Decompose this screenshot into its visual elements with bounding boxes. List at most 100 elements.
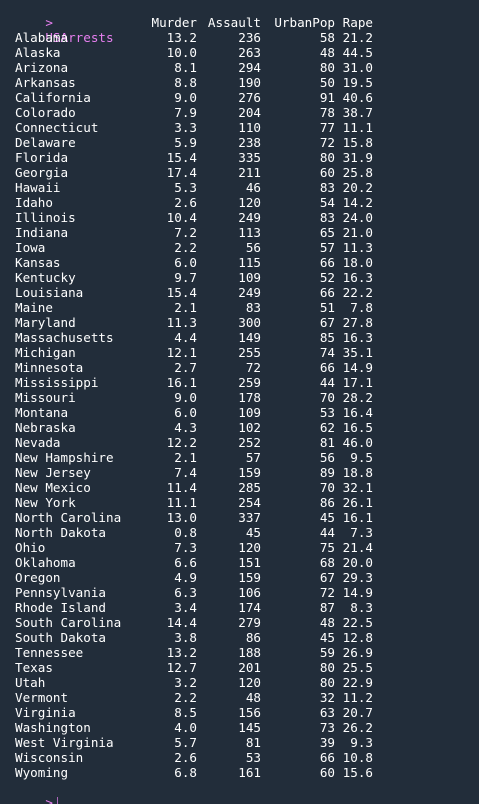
cell-murder: 8.5 xyxy=(174,705,197,720)
cell-assault: 335 xyxy=(238,150,261,165)
row-name: Nevada xyxy=(15,435,61,450)
cell-murder: 7.3 xyxy=(174,540,197,555)
cell-urbanpop: 74 xyxy=(319,345,335,360)
table-row: North Carolina 13.0 337 45 16.1 xyxy=(15,510,479,525)
cell-murder: 9.0 xyxy=(174,390,197,405)
cell-assault: 120 xyxy=(238,540,261,555)
cell-murder: 2.7 xyxy=(174,360,197,375)
input-line[interactable]: > xyxy=(15,780,479,804)
cell-assault: 285 xyxy=(238,480,261,495)
cell-urbanpop: 53 xyxy=(319,405,335,420)
cell-urbanpop: 56 xyxy=(319,450,335,465)
row-name: Ohio xyxy=(15,540,46,555)
row-name: Pennsylvania xyxy=(15,585,106,600)
cell-rape: 46.0 xyxy=(342,435,373,450)
cell-assault: 48 xyxy=(245,690,261,705)
cell-urbanpop: 70 xyxy=(319,480,335,495)
cell-assault: 188 xyxy=(238,645,261,660)
cell-murder: 5.3 xyxy=(174,180,197,195)
cell-rape: 26.2 xyxy=(342,720,373,735)
cell-urbanpop: 68 xyxy=(319,555,335,570)
cell-assault: 211 xyxy=(238,165,261,180)
row-name: South Dakota xyxy=(15,630,106,645)
cell-rape: 27.8 xyxy=(342,315,373,330)
row-name: Kentucky xyxy=(15,270,76,285)
row-name: Vermont xyxy=(15,690,69,705)
row-name: Tennessee xyxy=(15,645,84,660)
row-name: New Jersey xyxy=(15,465,91,480)
cell-murder: 3.2 xyxy=(174,675,197,690)
command-line: > USArrests xyxy=(15,0,479,45)
row-name: North Carolina xyxy=(15,510,122,525)
cell-murder: 2.6 xyxy=(174,750,197,765)
cell-urbanpop: 66 xyxy=(319,285,335,300)
row-name: Utah xyxy=(15,675,46,690)
cell-murder: 4.4 xyxy=(174,330,197,345)
cell-rape: 24.0 xyxy=(342,210,373,225)
cell-murder: 17.4 xyxy=(166,165,197,180)
cell-assault: 159 xyxy=(238,465,261,480)
cell-urbanpop: 75 xyxy=(319,540,335,555)
cell-urbanpop: 60 xyxy=(319,765,335,780)
cell-assault: 110 xyxy=(238,120,261,135)
cell-rape: 25.8 xyxy=(342,165,373,180)
cell-assault: 113 xyxy=(238,225,261,240)
cell-urbanpop: 48 xyxy=(319,45,335,60)
cell-rape: 35.1 xyxy=(342,345,373,360)
cell-murder: 14.4 xyxy=(166,615,197,630)
row-name: Kansas xyxy=(15,255,61,270)
cell-assault: 145 xyxy=(238,720,261,735)
cell-assault: 109 xyxy=(238,270,261,285)
cell-assault: 159 xyxy=(238,570,261,585)
row-name: Wisconsin xyxy=(15,750,84,765)
row-name: Rhode Island xyxy=(15,600,106,615)
row-name: Maine xyxy=(15,300,53,315)
cell-rape: 22.9 xyxy=(342,675,373,690)
cell-assault: 151 xyxy=(238,555,261,570)
cell-assault: 337 xyxy=(238,510,261,525)
cell-rape: 8.3 xyxy=(350,600,373,615)
cell-urbanpop: 67 xyxy=(319,570,335,585)
cell-murder: 13.2 xyxy=(166,645,197,660)
cell-murder: 6.0 xyxy=(174,255,197,270)
cell-rape: 20.0 xyxy=(342,555,373,570)
cell-rape: 25.5 xyxy=(342,660,373,675)
cell-urbanpop: 62 xyxy=(319,420,335,435)
table-row: Michigan 12.1 255 74 35.1 xyxy=(15,345,479,360)
cell-rape: 11.1 xyxy=(342,120,373,135)
cell-assault: 204 xyxy=(238,105,261,120)
table-row: Georgia 17.4 211 60 25.8 xyxy=(15,165,479,180)
cell-murder: 13.0 xyxy=(166,510,197,525)
row-name: Texas xyxy=(15,660,53,675)
row-name: Massachusetts xyxy=(15,330,114,345)
table-row: Connecticut 3.3 110 77 11.1 xyxy=(15,120,479,135)
cell-rape: 17.1 xyxy=(342,375,373,390)
cell-rape: 21.2 xyxy=(342,30,373,45)
cell-urbanpop: 66 xyxy=(319,255,335,270)
cell-rape: 14.2 xyxy=(342,195,373,210)
cell-rape: 15.6 xyxy=(342,765,373,780)
row-name: North Dakota xyxy=(15,525,106,540)
cell-rape: 40.6 xyxy=(342,90,373,105)
cell-rape: 7.3 xyxy=(350,525,373,540)
cell-urbanpop: 59 xyxy=(319,645,335,660)
table-row: Mississippi 16.1 259 44 17.1 xyxy=(15,375,479,390)
cell-assault: 201 xyxy=(238,660,261,675)
table-row: Wisconsin 2.6 53 66 10.8 xyxy=(15,750,479,765)
cell-rape: 15.8 xyxy=(342,135,373,150)
column-header-urbanpop: UrbanPop xyxy=(274,15,335,30)
cell-murder: 9.0 xyxy=(174,90,197,105)
row-name: Washington xyxy=(15,720,91,735)
table-row: Virginia 8.5 156 63 20.7 xyxy=(15,705,479,720)
cell-rape: 16.3 xyxy=(342,330,373,345)
cell-urbanpop: 72 xyxy=(319,135,335,150)
cell-assault: 263 xyxy=(238,45,261,60)
cell-murder: 3.3 xyxy=(174,120,197,135)
table-row: North Dakota 0.8 45 44 7.3 xyxy=(15,525,479,540)
cell-rape: 12.8 xyxy=(342,630,373,645)
cell-assault: 86 xyxy=(245,630,261,645)
table-body: Alabama 13.2 236 58 21.2 Alaska 10.0 263 48 44.5 A… xyxy=(15,30,479,780)
cell-urbanpop: 86 xyxy=(319,495,335,510)
cell-urbanpop: 73 xyxy=(319,720,335,735)
